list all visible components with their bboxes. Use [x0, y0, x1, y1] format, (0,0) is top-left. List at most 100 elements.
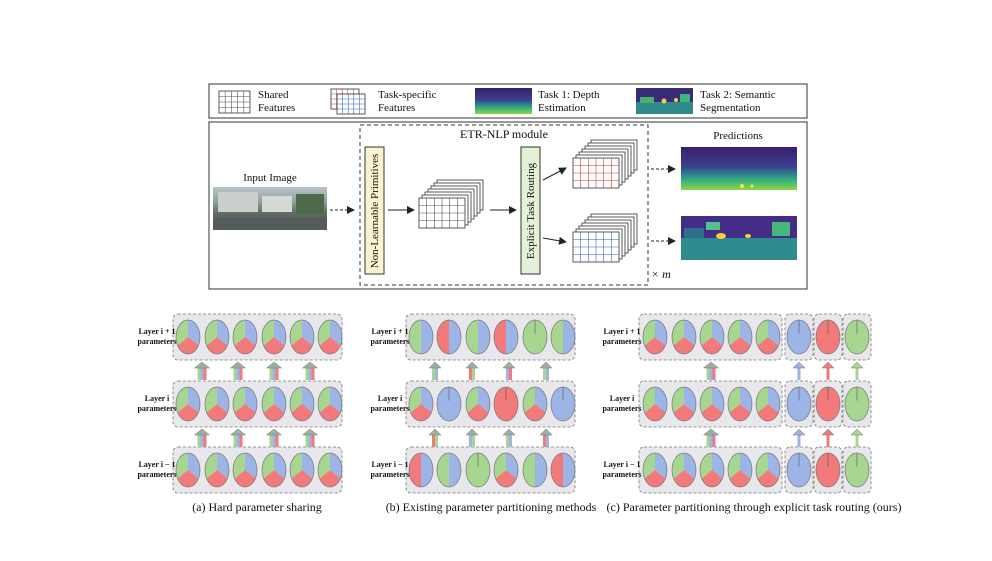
oval-outline — [699, 319, 725, 355]
pie-wedge — [291, 470, 313, 487]
parameter-oval — [550, 319, 576, 355]
oval-outline — [642, 386, 668, 422]
arrow-shaft — [272, 434, 276, 447]
oval-outline — [786, 452, 812, 488]
arrow-shaft — [233, 434, 237, 447]
arrow-shaft — [197, 367, 201, 380]
parameter-oval — [408, 386, 434, 422]
caption-a: (a) Hard parameter sharing — [192, 500, 322, 514]
oval-outline — [232, 386, 258, 422]
oval-outline — [465, 319, 491, 355]
etr-label: Explicit Task Routing — [525, 162, 537, 259]
shared-features-icon — [218, 90, 251, 114]
parameter-oval — [642, 452, 668, 488]
oval-outline — [436, 452, 462, 488]
oval-outline — [175, 386, 201, 422]
arrow-shaft — [239, 434, 243, 447]
parameter-oval — [786, 386, 812, 422]
pie-fill — [845, 387, 869, 421]
arrow-shaft — [311, 434, 315, 447]
oval-outline — [261, 386, 287, 422]
depth-prediction — [681, 147, 797, 190]
arrow-shaft — [200, 434, 204, 447]
parameter-oval — [408, 452, 434, 488]
oval-outline — [755, 386, 781, 422]
arrow-head — [821, 428, 835, 436]
oval-outline — [550, 319, 576, 355]
oval-outline — [671, 386, 697, 422]
arrow-shaft — [855, 434, 859, 447]
parameter-oval — [815, 386, 841, 422]
arrow-head — [265, 361, 283, 369]
parameter-oval — [175, 386, 201, 422]
layer-label: Layer i — [145, 394, 170, 403]
oval-outline — [465, 386, 491, 422]
arrow-head — [792, 361, 806, 369]
pipeline-box — [208, 121, 808, 290]
arrow-head — [821, 361, 835, 369]
pie-wedge — [263, 404, 285, 421]
pie-wedge — [291, 337, 313, 354]
oval-outline — [550, 386, 576, 422]
arrow-head — [229, 361, 247, 369]
parameter-oval — [522, 319, 548, 355]
arrow-shaft — [712, 434, 716, 447]
arrow-shaft — [509, 367, 512, 380]
pie-wedge — [494, 320, 506, 354]
oval-outline — [844, 452, 870, 488]
oval-outline — [727, 386, 753, 422]
arrow-head — [502, 428, 516, 436]
arrow-head — [702, 361, 720, 369]
parameter-oval — [699, 386, 725, 422]
pie-wedge — [523, 453, 535, 487]
parameter-oval — [815, 319, 841, 355]
arrow-shaft — [308, 434, 312, 447]
arrow-shaft — [275, 434, 279, 447]
pie-wedge — [319, 337, 341, 354]
oval-outline — [493, 452, 519, 488]
params-label: parameters — [137, 470, 176, 479]
params-label: parameters — [370, 404, 409, 413]
pie-wedge — [563, 320, 575, 354]
module-title: ETR-NLP module — [460, 127, 548, 141]
params-label: parameters — [137, 404, 176, 413]
parameter-oval — [727, 319, 753, 355]
parameter-oval — [815, 452, 841, 488]
nlp-block — [364, 146, 385, 275]
legend-shared-line1: Shared — [258, 89, 289, 101]
oval-outline — [317, 386, 343, 422]
oval-outline — [261, 452, 287, 488]
arrow-head — [792, 428, 806, 436]
arrow-shaft — [305, 434, 309, 447]
oval-outline — [844, 319, 870, 355]
segmentation-thumbnail — [636, 88, 693, 114]
arrow-head — [301, 428, 319, 436]
parameter-oval — [844, 386, 870, 422]
parameter-oval — [317, 452, 343, 488]
pie-wedge — [263, 470, 285, 487]
parameter-oval — [317, 386, 343, 422]
layer-label: Layer i − 1 — [603, 460, 640, 469]
arrow-shaft — [709, 434, 713, 447]
pie-wedge — [701, 337, 723, 355]
oval-outline — [204, 319, 230, 355]
arrow-shaft — [236, 367, 240, 380]
arrow-etr-to-task1 — [542, 167, 567, 181]
legend-shared-line2: Features — [258, 102, 295, 114]
parameter-oval — [436, 319, 462, 355]
caption-c: (c) Parameter partitioning through expli… — [607, 500, 902, 514]
parameter-oval — [522, 386, 548, 422]
params-label: parameters — [137, 337, 176, 346]
arrow-head — [850, 361, 864, 369]
task2-feature-stack — [572, 213, 638, 263]
legend-task2-line2: Segmentation — [700, 102, 761, 114]
pie-fill — [816, 387, 840, 421]
layer-label: Layer i + 1 — [603, 327, 640, 336]
parameter-oval — [642, 319, 668, 355]
arrow-shaft — [546, 434, 549, 447]
pie-wedge — [757, 337, 779, 355]
oval-outline — [436, 386, 462, 422]
pie-fill — [816, 453, 840, 487]
